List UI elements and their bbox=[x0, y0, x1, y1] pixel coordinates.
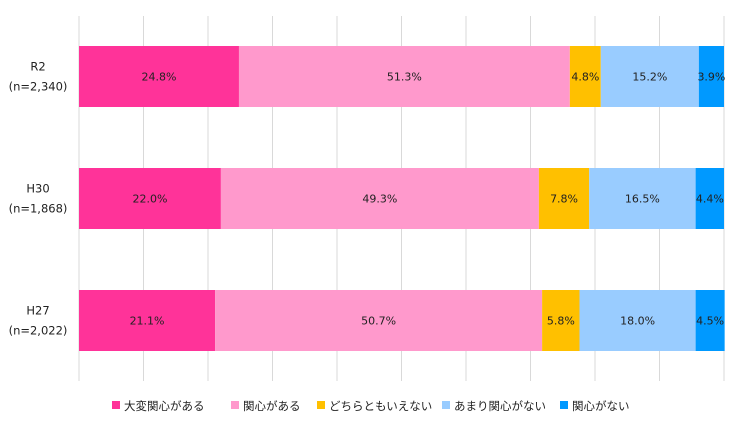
bar-segment bbox=[600, 46, 699, 107]
data-label: 22.0% bbox=[132, 193, 167, 206]
data-label: 51.3% bbox=[387, 71, 422, 84]
category-sample-size: (n=2,022) bbox=[9, 324, 68, 338]
bar-segment bbox=[579, 290, 696, 351]
legend-swatch bbox=[112, 401, 120, 409]
data-label: 3.9% bbox=[697, 71, 725, 84]
legend: 大変関心がある 関心がある どちらともいえない あまり関心がない 関心がない bbox=[112, 399, 630, 413]
category-sample-size: (n=2,340) bbox=[9, 80, 68, 94]
data-label: 15.2% bbox=[632, 71, 667, 84]
bar-segment bbox=[238, 46, 570, 107]
bar-segment bbox=[589, 168, 696, 229]
category-label: H30 bbox=[26, 182, 49, 196]
data-label: 5.8% bbox=[547, 315, 575, 328]
bar-segment bbox=[695, 168, 724, 229]
category-label: R2 bbox=[30, 60, 45, 74]
data-label: 7.8% bbox=[550, 193, 578, 206]
data-label: 4.5% bbox=[696, 315, 724, 328]
legend-swatch bbox=[231, 401, 239, 409]
legend-label: 大変関心がある bbox=[124, 399, 205, 413]
bar-segment bbox=[79, 290, 216, 351]
bar-segment bbox=[215, 290, 543, 351]
bar-segment bbox=[542, 290, 580, 351]
data-label: 4.4% bbox=[696, 193, 724, 206]
data-label: 18.0% bbox=[620, 315, 655, 328]
data-label: 4.8% bbox=[571, 71, 599, 84]
bar-segment bbox=[569, 46, 601, 107]
legend-swatch bbox=[442, 401, 450, 409]
data-label: 16.5% bbox=[625, 193, 660, 206]
bar-segment bbox=[79, 46, 239, 107]
legend-label: 関心がない bbox=[572, 399, 630, 413]
bar-segment bbox=[698, 46, 724, 107]
bar-segment bbox=[538, 168, 590, 229]
legend-label: あまり関心がない bbox=[454, 399, 546, 413]
bar-segment bbox=[695, 290, 725, 351]
category-label: H27 bbox=[26, 304, 49, 318]
bar-series: 24.8% 51.3% 4.8% 15.2% 3.9% 22.0% 49.3% 7.8% 16.… bbox=[79, 46, 725, 351]
bar-segment bbox=[220, 168, 539, 229]
bar-segment bbox=[79, 168, 221, 229]
data-label: 24.8% bbox=[142, 71, 177, 84]
legend-swatch bbox=[317, 401, 325, 409]
data-label: 49.3% bbox=[362, 193, 397, 206]
legend-label: どちらともいえない bbox=[329, 399, 432, 413]
data-label: 50.7% bbox=[361, 315, 396, 328]
data-label: 21.1% bbox=[130, 315, 165, 328]
legend-swatch bbox=[560, 401, 568, 409]
category-labels: R2 (n=2,340) H30 (n=1,868) H27 (n=2,022) bbox=[9, 60, 68, 338]
category-sample-size: (n=1,868) bbox=[9, 202, 68, 216]
legend-label: 関心がある bbox=[243, 399, 301, 413]
